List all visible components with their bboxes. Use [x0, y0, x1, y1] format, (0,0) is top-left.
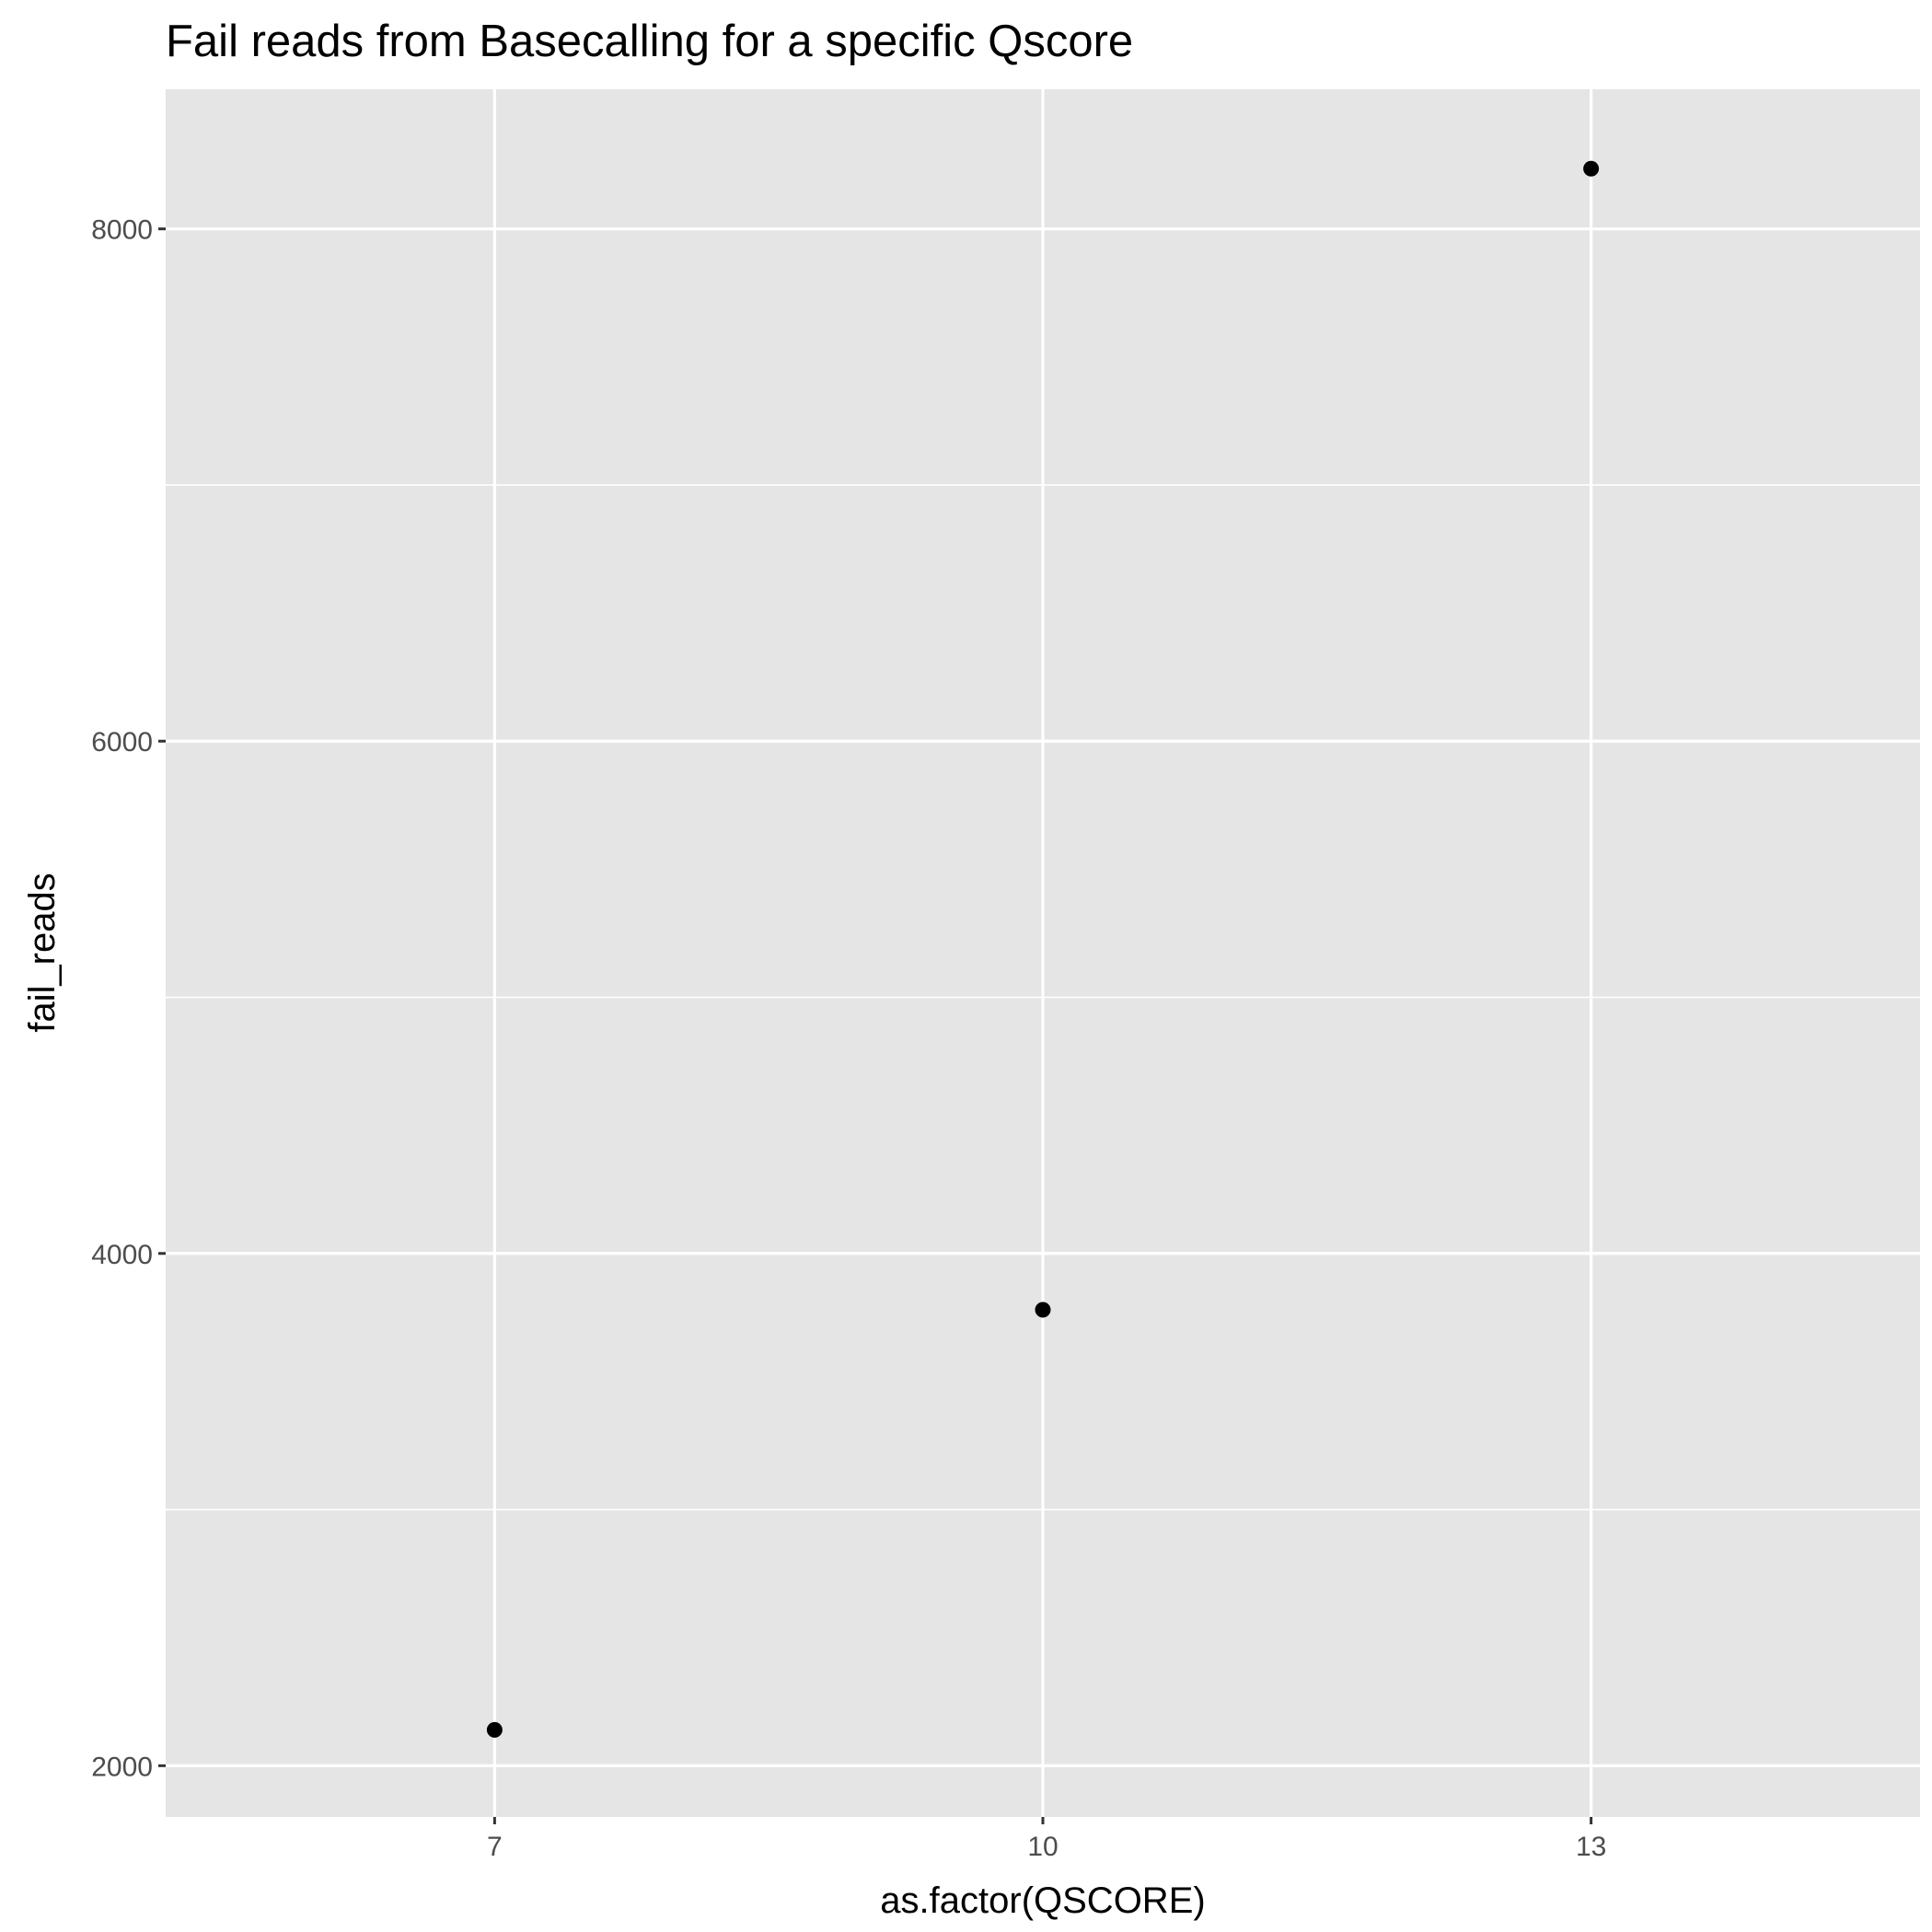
y-axis-title: fail_reads [22, 873, 63, 1032]
x-tick-label: 13 [1576, 1832, 1606, 1862]
x-axis-title: as.factor(QSCORE) [880, 1880, 1205, 1921]
x-tick-label: 10 [1027, 1832, 1058, 1862]
data-point [1583, 160, 1600, 177]
y-axis: 2000 4000 6000 8000 [91, 215, 166, 1782]
major-gridlines [166, 89, 1920, 1817]
data-point [1035, 1301, 1051, 1318]
data-point [486, 1721, 503, 1738]
x-axis: 7 10 13 [487, 1817, 1606, 1862]
chart-title: Fail reads from Basecalling for a specif… [166, 17, 1133, 66]
y-tick-label: 2000 [91, 1752, 153, 1782]
x-tick-label: 7 [487, 1832, 503, 1862]
y-tick-label: 8000 [91, 215, 153, 246]
y-tick-label: 6000 [91, 727, 153, 758]
y-tick-label: 4000 [91, 1240, 153, 1270]
data-points [486, 160, 1600, 1738]
